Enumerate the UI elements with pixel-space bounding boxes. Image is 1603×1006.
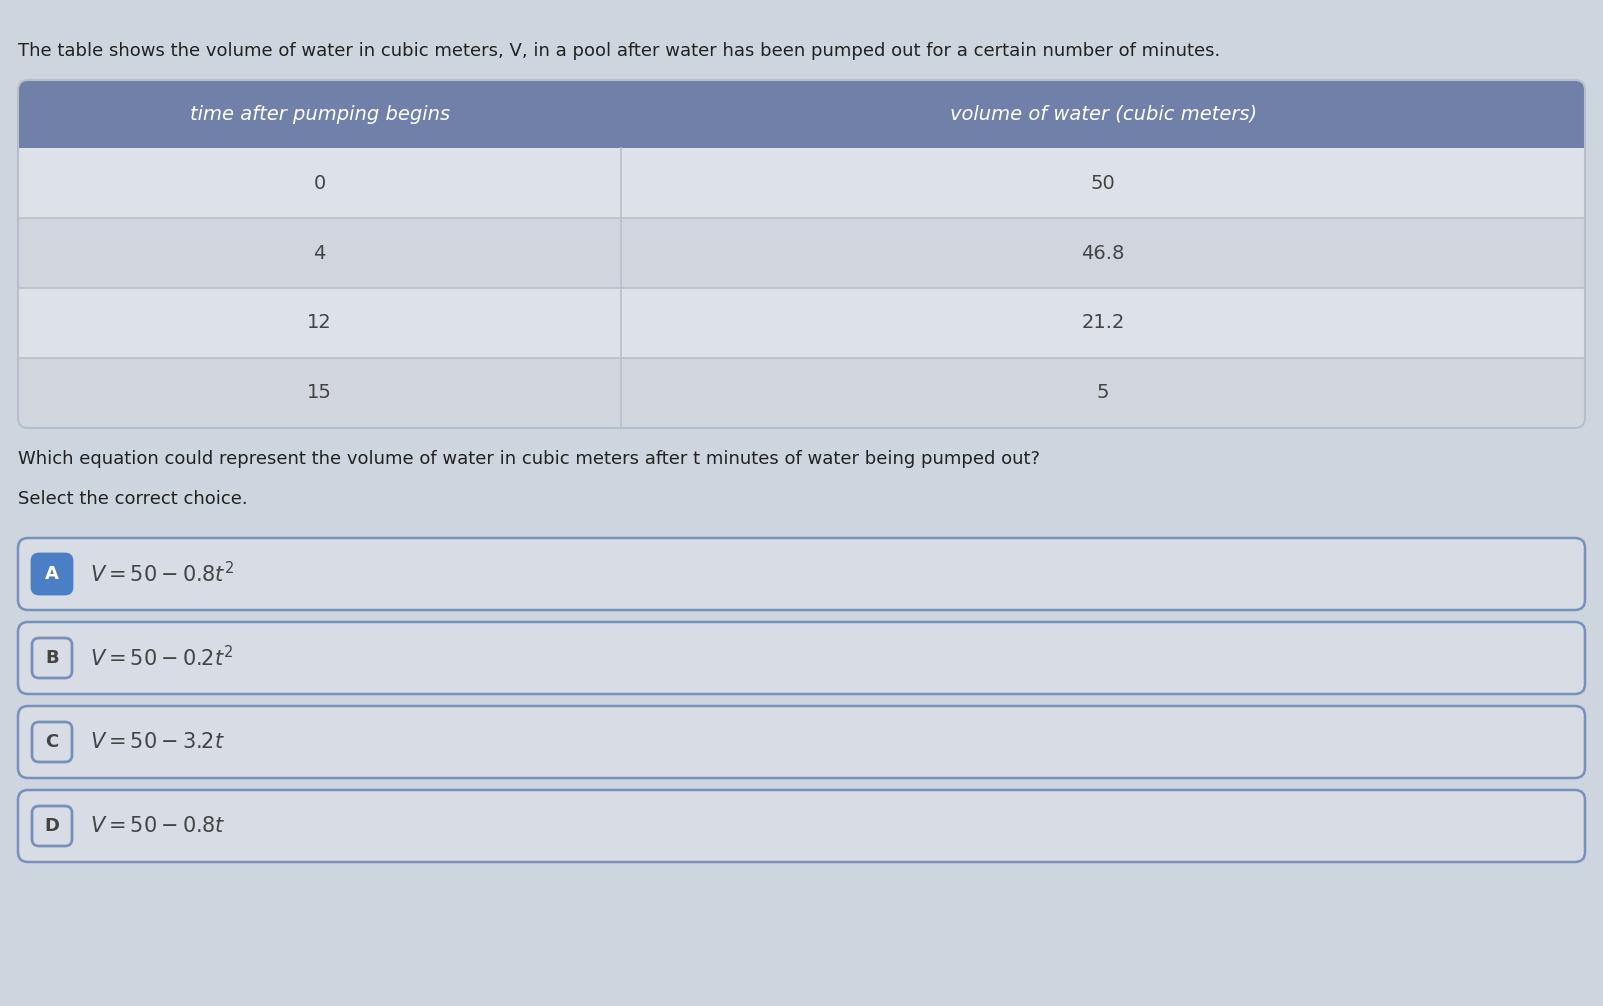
Text: 5: 5 xyxy=(1096,383,1109,402)
Bar xyxy=(18,148,1585,218)
Bar xyxy=(18,358,1585,418)
FancyBboxPatch shape xyxy=(32,722,72,762)
Text: Which equation could represent the volume of water in cubic meters after t minut: Which equation could represent the volum… xyxy=(18,450,1040,468)
FancyBboxPatch shape xyxy=(18,706,1585,778)
Text: $V = 50 - 0.2t^2$: $V = 50 - 0.2t^2$ xyxy=(90,646,234,671)
Text: time after pumping begins: time after pumping begins xyxy=(189,105,450,124)
Text: The table shows the volume of water in cubic meters, V, in a pool after water ha: The table shows the volume of water in c… xyxy=(18,42,1220,60)
FancyBboxPatch shape xyxy=(18,538,1585,610)
Text: 15: 15 xyxy=(308,383,332,402)
FancyBboxPatch shape xyxy=(32,554,72,594)
Text: $V = 50 - 3.2t$: $V = 50 - 3.2t$ xyxy=(90,732,224,752)
Bar xyxy=(18,136,1585,148)
Text: $V = 50 - 0.8t$: $V = 50 - 0.8t$ xyxy=(90,816,226,836)
FancyBboxPatch shape xyxy=(18,622,1585,694)
FancyBboxPatch shape xyxy=(18,80,1585,148)
Text: 21.2: 21.2 xyxy=(1082,314,1125,333)
Text: 4: 4 xyxy=(314,243,325,263)
Bar xyxy=(18,288,1585,358)
Text: 12: 12 xyxy=(308,314,332,333)
Text: C: C xyxy=(45,733,59,751)
Bar xyxy=(18,218,1585,288)
Text: $V = 50 - 0.8t^2$: $V = 50 - 0.8t^2$ xyxy=(90,561,234,586)
FancyBboxPatch shape xyxy=(18,790,1585,862)
FancyBboxPatch shape xyxy=(18,408,1585,428)
FancyBboxPatch shape xyxy=(32,806,72,846)
FancyBboxPatch shape xyxy=(32,638,72,678)
Text: A: A xyxy=(45,565,59,583)
Text: volume of water (cubic meters): volume of water (cubic meters) xyxy=(949,105,1257,124)
FancyBboxPatch shape xyxy=(18,80,1585,428)
Text: 0: 0 xyxy=(314,173,325,192)
Text: 50: 50 xyxy=(1090,173,1116,192)
Text: B: B xyxy=(45,649,59,667)
Text: D: D xyxy=(45,817,59,835)
Text: Select the correct choice.: Select the correct choice. xyxy=(18,490,247,508)
Text: 46.8: 46.8 xyxy=(1082,243,1125,263)
